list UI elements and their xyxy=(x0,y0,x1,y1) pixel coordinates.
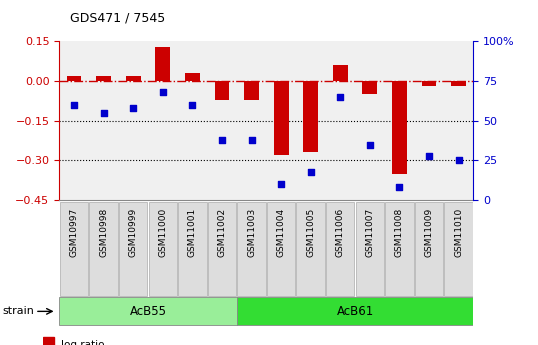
Bar xyxy=(67,76,81,81)
Bar xyxy=(274,81,288,155)
FancyBboxPatch shape xyxy=(237,202,266,296)
Bar xyxy=(392,81,407,174)
FancyBboxPatch shape xyxy=(296,202,325,296)
Text: GSM10999: GSM10999 xyxy=(129,208,138,257)
Bar xyxy=(43,337,54,345)
Point xyxy=(69,102,79,108)
Point xyxy=(247,137,256,142)
Point xyxy=(129,105,137,111)
Text: log ratio: log ratio xyxy=(61,340,105,345)
Bar xyxy=(363,81,377,94)
Point xyxy=(395,185,404,190)
FancyBboxPatch shape xyxy=(60,202,88,296)
Point xyxy=(188,102,196,108)
FancyBboxPatch shape xyxy=(148,202,177,296)
Point xyxy=(217,137,226,142)
Text: GSM11000: GSM11000 xyxy=(158,208,167,257)
Text: GSM11001: GSM11001 xyxy=(188,208,197,257)
Text: GSM11004: GSM11004 xyxy=(277,208,286,257)
Text: GSM11010: GSM11010 xyxy=(454,208,463,257)
Point xyxy=(306,169,315,174)
Text: GSM11003: GSM11003 xyxy=(247,208,256,257)
FancyBboxPatch shape xyxy=(119,202,147,296)
FancyBboxPatch shape xyxy=(415,202,443,296)
FancyBboxPatch shape xyxy=(208,202,236,296)
FancyBboxPatch shape xyxy=(356,202,384,296)
Point xyxy=(454,158,463,163)
Point xyxy=(424,153,433,158)
Bar xyxy=(215,81,229,100)
FancyBboxPatch shape xyxy=(237,297,473,325)
FancyBboxPatch shape xyxy=(89,202,118,296)
Text: AcB61: AcB61 xyxy=(336,305,374,318)
FancyBboxPatch shape xyxy=(267,202,295,296)
Text: GSM11007: GSM11007 xyxy=(365,208,374,257)
Text: AcB55: AcB55 xyxy=(130,305,166,318)
Bar xyxy=(422,81,436,86)
Point xyxy=(277,181,285,187)
FancyBboxPatch shape xyxy=(385,202,414,296)
Point xyxy=(336,94,344,100)
Bar xyxy=(451,81,466,86)
Text: GSM11005: GSM11005 xyxy=(306,208,315,257)
Bar xyxy=(185,73,200,81)
Bar xyxy=(303,81,318,152)
Text: GSM11009: GSM11009 xyxy=(424,208,434,257)
Bar xyxy=(126,76,140,81)
Text: GSM10998: GSM10998 xyxy=(99,208,108,257)
Point xyxy=(158,89,167,95)
Bar xyxy=(333,65,348,81)
Text: GSM11006: GSM11006 xyxy=(336,208,345,257)
Point xyxy=(365,142,374,147)
FancyBboxPatch shape xyxy=(444,202,473,296)
FancyBboxPatch shape xyxy=(59,297,237,325)
Point xyxy=(99,110,108,116)
FancyBboxPatch shape xyxy=(178,202,207,296)
Text: GSM11008: GSM11008 xyxy=(395,208,404,257)
Text: GSM10997: GSM10997 xyxy=(69,208,79,257)
Bar xyxy=(155,47,170,81)
Bar xyxy=(96,76,111,81)
Text: GDS471 / 7545: GDS471 / 7545 xyxy=(70,11,165,24)
FancyBboxPatch shape xyxy=(326,202,355,296)
Bar xyxy=(244,81,259,100)
Text: GSM11002: GSM11002 xyxy=(217,208,226,257)
Text: strain: strain xyxy=(3,306,34,316)
